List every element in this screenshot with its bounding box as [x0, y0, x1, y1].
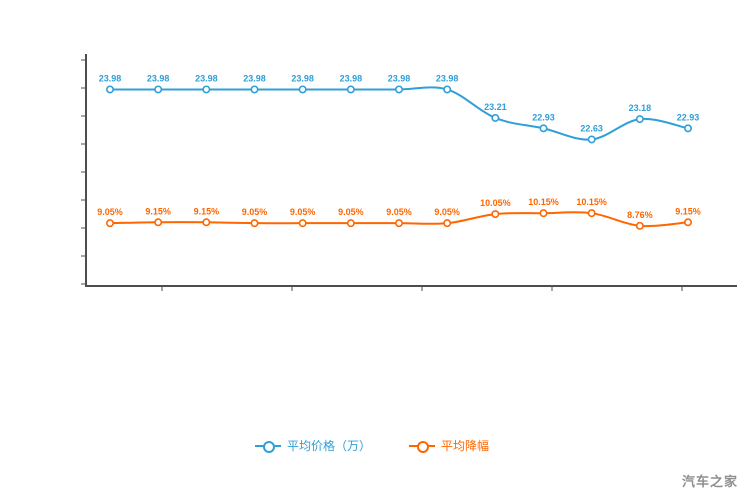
svg-text:23.98: 23.98 — [147, 73, 170, 83]
svg-text:22.63: 22.63 — [580, 123, 603, 133]
autohome-watermark: 汽车之家 — [681, 474, 738, 489]
avg-price-legend-label: 平均价格（万） — [286, 439, 371, 453]
legend-dot-icon — [417, 441, 429, 453]
svg-text:10.05%: 10.05% — [480, 198, 511, 208]
svg-text:9.05%: 9.05% — [386, 207, 412, 217]
svg-text:10.15%: 10.15% — [528, 197, 559, 207]
svg-text:22.93: 22.93 — [532, 112, 555, 122]
legend-item-avg-discount[interactable]: 平均降幅 — [409, 439, 490, 453]
svg-text:9.15%: 9.15% — [675, 206, 701, 216]
svg-text:23.98: 23.98 — [195, 73, 218, 83]
svg-text:9.15%: 9.15% — [194, 206, 220, 216]
chart-legend: 平均价格（万） 平均降幅 — [0, 439, 744, 453]
svg-text:9.05%: 9.05% — [434, 207, 460, 217]
svg-text:9.05%: 9.05% — [290, 207, 316, 217]
svg-text:10.15%: 10.15% — [576, 197, 607, 207]
legend-item-avg-price[interactable]: 平均价格（万） — [254, 439, 371, 453]
svg-text:23.98: 23.98 — [340, 73, 363, 83]
svg-text:22.93: 22.93 — [677, 112, 700, 122]
avg-discount-legend-marker — [409, 441, 435, 453]
svg-text:23.98: 23.98 — [243, 73, 266, 83]
svg-text:9.05%: 9.05% — [338, 207, 364, 217]
svg-text:23.98: 23.98 — [436, 73, 459, 83]
svg-text:23.18: 23.18 — [629, 103, 652, 113]
avg-discount-legend-label: 平均降幅 — [441, 439, 490, 453]
svg-text:8.76%: 8.76% — [627, 210, 653, 220]
svg-text:9.15%: 9.15% — [145, 206, 171, 216]
svg-text:23.98: 23.98 — [388, 73, 411, 83]
svg-text:9.05%: 9.05% — [242, 207, 268, 217]
svg-text:23.98: 23.98 — [291, 73, 314, 83]
legend-dot-icon — [262, 441, 275, 453]
svg-text:9.05%: 9.05% — [97, 207, 123, 217]
svg-text:23.98: 23.98 — [99, 73, 122, 83]
svg-text:23.21: 23.21 — [484, 102, 507, 112]
avg-price-legend-marker — [254, 441, 281, 453]
